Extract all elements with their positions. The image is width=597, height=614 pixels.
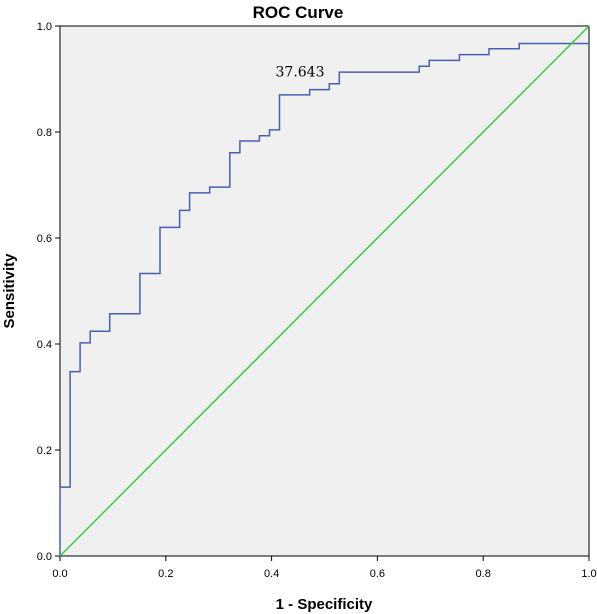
y-tick-label: 0.8 <box>37 127 52 139</box>
x-axis: 0.0 0.2 0.4 0.6 0.8 1.0 <box>52 556 597 580</box>
x-tick-label: 0.6 <box>370 568 385 580</box>
y-tick-label: 0.0 <box>37 551 52 563</box>
annotation-layer: 37.643 <box>276 64 325 80</box>
reference-line <box>59 25 590 557</box>
x-tick-label: 1.0 <box>581 568 596 580</box>
x-tick-label: 0.4 <box>264 568 279 580</box>
x-tick-label: 0.0 <box>52 568 67 580</box>
y-tick-label: 0.4 <box>37 339 52 351</box>
x-tick-label: 0.2 <box>158 568 173 580</box>
x-axis-label: 1 - Specificity <box>276 596 373 613</box>
x-tick-label: 0.8 <box>476 568 491 580</box>
y-tick-label: 1.0 <box>37 21 52 33</box>
chart-title: ROC Curve <box>253 3 344 22</box>
y-axis-label: Sensitivity <box>1 253 18 329</box>
cutoff-annotation: 37.643 <box>276 64 325 80</box>
series-layer <box>59 25 590 557</box>
roc-curve-line <box>59 42 589 556</box>
y-tick-label: 0.6 <box>37 233 52 245</box>
y-axis: 0.0 0.2 0.4 0.6 0.8 1.0 <box>37 21 60 563</box>
y-tick-label: 0.2 <box>37 445 52 457</box>
